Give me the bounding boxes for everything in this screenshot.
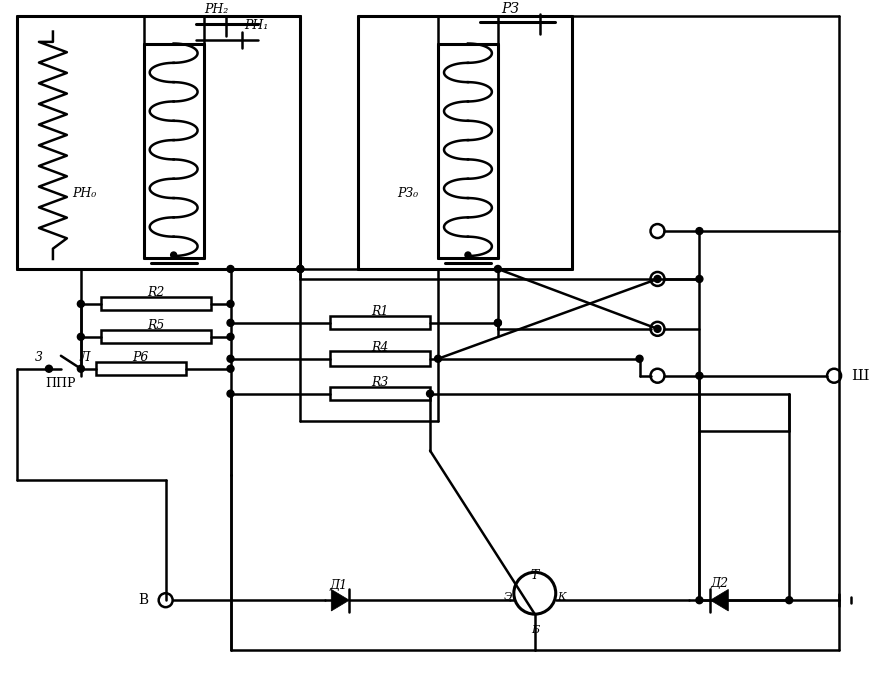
Circle shape xyxy=(494,265,502,273)
Text: Р6: Р6 xyxy=(132,351,149,364)
Circle shape xyxy=(171,252,177,258)
Text: В: В xyxy=(139,593,148,607)
Circle shape xyxy=(227,366,234,372)
Bar xyxy=(96,362,186,375)
Circle shape xyxy=(494,319,502,327)
Circle shape xyxy=(786,597,793,604)
Text: R1: R1 xyxy=(372,306,389,318)
Circle shape xyxy=(651,272,664,286)
Circle shape xyxy=(514,572,556,614)
Circle shape xyxy=(426,390,434,397)
Text: R4: R4 xyxy=(372,341,389,354)
Text: Д1: Д1 xyxy=(329,579,348,592)
Text: Т: Т xyxy=(531,569,539,582)
Circle shape xyxy=(78,366,84,372)
Bar xyxy=(330,387,430,400)
Circle shape xyxy=(227,319,234,327)
Circle shape xyxy=(654,325,661,332)
Text: РН₂: РН₂ xyxy=(205,3,229,16)
Circle shape xyxy=(465,252,471,258)
Circle shape xyxy=(696,228,703,235)
Text: РН₀: РН₀ xyxy=(72,187,96,200)
Circle shape xyxy=(227,265,234,273)
Circle shape xyxy=(297,265,304,273)
Text: РЗ₀: РЗ₀ xyxy=(398,187,418,200)
Circle shape xyxy=(654,276,661,282)
Polygon shape xyxy=(711,589,729,611)
Circle shape xyxy=(227,300,234,308)
Text: К: К xyxy=(558,592,566,602)
Text: Ш: Ш xyxy=(851,369,869,383)
Bar xyxy=(330,316,430,329)
Text: РН₁: РН₁ xyxy=(244,19,268,32)
Bar xyxy=(101,330,211,343)
Text: Л: Л xyxy=(80,351,90,364)
Text: R5: R5 xyxy=(147,319,164,332)
Bar xyxy=(101,297,211,310)
Circle shape xyxy=(297,265,304,273)
Circle shape xyxy=(434,355,442,362)
Circle shape xyxy=(696,372,703,379)
Text: R2: R2 xyxy=(147,286,164,299)
Circle shape xyxy=(46,366,53,372)
Text: ППР: ППР xyxy=(46,377,76,390)
Text: Д2: Д2 xyxy=(711,577,729,590)
Circle shape xyxy=(696,597,703,604)
Circle shape xyxy=(227,333,234,340)
Circle shape xyxy=(651,322,664,336)
Circle shape xyxy=(227,390,234,397)
Text: Э: Э xyxy=(503,592,512,602)
Bar xyxy=(330,351,430,366)
Circle shape xyxy=(827,369,841,383)
Polygon shape xyxy=(332,589,350,611)
Circle shape xyxy=(158,593,173,607)
Circle shape xyxy=(78,333,84,340)
Circle shape xyxy=(651,369,664,383)
Circle shape xyxy=(78,300,84,308)
Circle shape xyxy=(696,276,703,282)
Text: Б: Б xyxy=(531,625,539,635)
Circle shape xyxy=(227,355,234,362)
Circle shape xyxy=(636,355,643,362)
Text: 3: 3 xyxy=(35,351,43,364)
Circle shape xyxy=(494,319,502,327)
Text: РЗ: РЗ xyxy=(501,1,519,16)
Circle shape xyxy=(651,224,664,238)
Text: R3: R3 xyxy=(372,376,389,389)
